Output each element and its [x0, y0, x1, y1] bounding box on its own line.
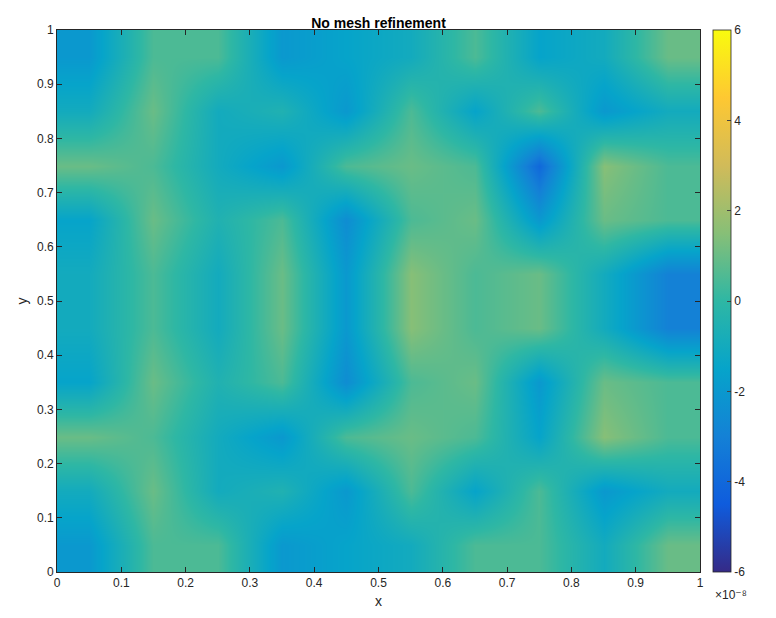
svg-text:0.6: 0.6	[434, 576, 451, 590]
svg-text:0.1: 0.1	[37, 511, 54, 525]
svg-text:0: 0	[734, 294, 741, 308]
svg-text:0.7: 0.7	[499, 576, 516, 590]
svg-text:-6: -6	[734, 565, 745, 579]
svg-text:1: 1	[47, 23, 54, 37]
svg-text:0: 0	[54, 576, 61, 590]
svg-text:y: y	[14, 298, 30, 305]
svg-text:0.1: 0.1	[113, 576, 130, 590]
svg-text:0.3: 0.3	[242, 576, 259, 590]
svg-text:-2: -2	[734, 385, 745, 399]
svg-text:6: 6	[734, 23, 741, 37]
svg-text:No mesh refinement: No mesh refinement	[311, 15, 446, 31]
svg-text:0.9: 0.9	[37, 77, 54, 91]
svg-text:2: 2	[734, 204, 741, 218]
svg-text:1: 1	[697, 576, 704, 590]
svg-text:0.7: 0.7	[37, 186, 54, 200]
svg-text:0.2: 0.2	[177, 576, 194, 590]
svg-text:0.8: 0.8	[563, 576, 580, 590]
svg-text:0: 0	[47, 565, 54, 579]
svg-text:×10⁻⁸: ×10⁻⁸	[715, 588, 747, 602]
svg-text:0.2: 0.2	[37, 457, 54, 471]
svg-text:0.9: 0.9	[627, 576, 644, 590]
svg-text:0.4: 0.4	[306, 576, 323, 590]
svg-text:0.6: 0.6	[37, 240, 54, 254]
svg-text:0.3: 0.3	[37, 403, 54, 417]
svg-text:0.8: 0.8	[37, 132, 54, 146]
svg-text:x: x	[375, 593, 382, 609]
svg-text:4: 4	[734, 114, 741, 128]
svg-text:-4: -4	[734, 475, 745, 489]
svg-text:0.4: 0.4	[37, 348, 54, 362]
svg-text:0.5: 0.5	[37, 294, 54, 308]
svg-text:0.5: 0.5	[370, 576, 387, 590]
